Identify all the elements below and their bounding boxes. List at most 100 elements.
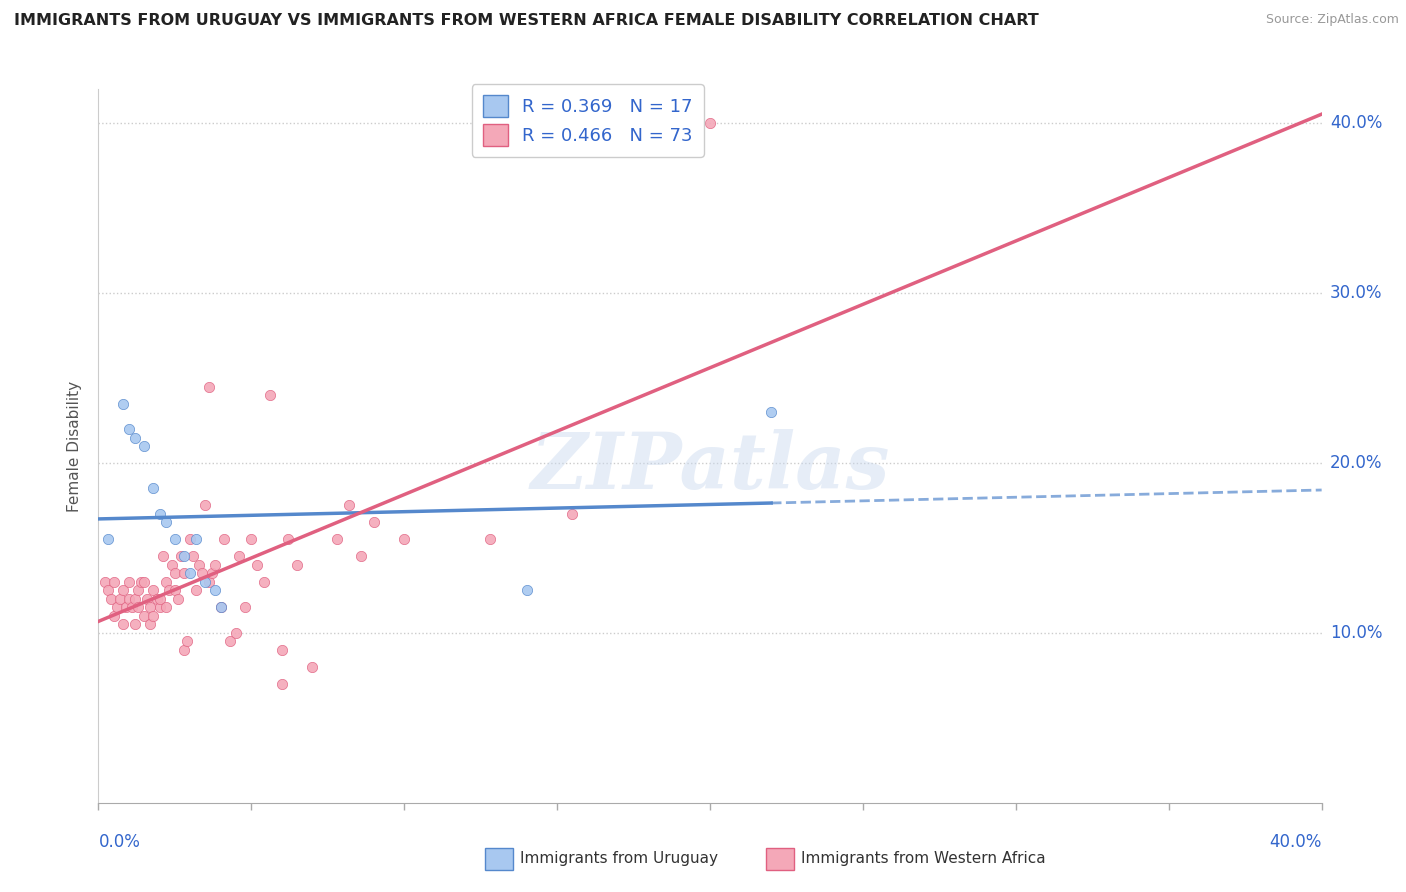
Point xyxy=(699,116,721,130)
Point xyxy=(561,507,583,521)
Point xyxy=(105,600,128,615)
Point xyxy=(127,583,149,598)
Point xyxy=(225,626,247,640)
Point xyxy=(759,405,782,419)
Point xyxy=(155,516,177,530)
Point xyxy=(134,574,156,589)
Point xyxy=(100,591,122,606)
Point xyxy=(149,507,172,521)
Text: Source: ZipAtlas.com: Source: ZipAtlas.com xyxy=(1265,13,1399,27)
Point xyxy=(139,617,162,632)
Point xyxy=(176,634,198,648)
Point xyxy=(152,549,174,564)
Point xyxy=(142,482,165,496)
Point xyxy=(118,591,141,606)
Point xyxy=(197,574,219,589)
Point xyxy=(179,533,201,547)
Point xyxy=(186,583,208,598)
Point xyxy=(149,600,172,615)
Point xyxy=(259,388,281,402)
Point xyxy=(285,558,308,572)
Point xyxy=(212,533,235,547)
Point xyxy=(149,591,172,606)
Point xyxy=(163,583,186,598)
Point xyxy=(209,600,232,615)
Point xyxy=(173,549,195,564)
Point xyxy=(363,516,385,530)
Point xyxy=(194,574,217,589)
Point xyxy=(173,643,195,657)
Point xyxy=(392,533,416,547)
Point xyxy=(270,643,292,657)
Point xyxy=(121,600,143,615)
Point xyxy=(145,591,167,606)
Point xyxy=(157,583,180,598)
Point xyxy=(181,549,204,564)
Point xyxy=(252,574,274,589)
Point xyxy=(179,566,201,581)
Point xyxy=(204,558,226,572)
Point xyxy=(111,396,134,410)
Point xyxy=(204,583,226,598)
Point xyxy=(124,617,146,632)
Text: IMMIGRANTS FROM URUGUAY VS IMMIGRANTS FROM WESTERN AFRICA FEMALE DISABILITY CORR: IMMIGRANTS FROM URUGUAY VS IMMIGRANTS FR… xyxy=(14,13,1039,29)
Point xyxy=(270,677,292,691)
Point xyxy=(163,566,186,581)
Point xyxy=(136,591,159,606)
Point xyxy=(127,600,149,615)
Point xyxy=(350,549,373,564)
Point xyxy=(134,608,156,623)
Point xyxy=(167,591,190,606)
Text: Immigrants from Western Africa: Immigrants from Western Africa xyxy=(801,852,1046,866)
Text: 30.0%: 30.0% xyxy=(1330,284,1382,302)
Point xyxy=(108,591,131,606)
Point xyxy=(337,499,360,513)
Text: ZIPatlas: ZIPatlas xyxy=(530,429,890,506)
Point xyxy=(103,608,125,623)
Point xyxy=(188,558,211,572)
Point xyxy=(124,430,146,444)
Point xyxy=(326,533,349,547)
Point xyxy=(246,558,269,572)
Text: 10.0%: 10.0% xyxy=(1330,624,1382,642)
Point xyxy=(191,566,214,581)
Point xyxy=(478,533,501,547)
Point xyxy=(139,600,162,615)
Point xyxy=(160,558,183,572)
Point xyxy=(301,660,323,674)
Point xyxy=(200,566,222,581)
Text: 20.0%: 20.0% xyxy=(1330,454,1382,472)
Point xyxy=(111,583,134,598)
Point xyxy=(233,600,256,615)
Point xyxy=(124,591,146,606)
Point xyxy=(219,634,242,648)
Point xyxy=(118,574,141,589)
Text: 40.0%: 40.0% xyxy=(1270,833,1322,851)
Point xyxy=(134,439,156,453)
Point xyxy=(142,608,165,623)
Point xyxy=(240,533,263,547)
Point xyxy=(115,600,138,615)
Point xyxy=(118,422,141,436)
Point xyxy=(173,566,195,581)
Point xyxy=(155,574,177,589)
Legend: R = 0.369   N = 17, R = 0.466   N = 73: R = 0.369 N = 17, R = 0.466 N = 73 xyxy=(472,84,703,157)
Text: 0.0%: 0.0% xyxy=(98,833,141,851)
Point xyxy=(209,600,232,615)
Text: 40.0%: 40.0% xyxy=(1330,114,1382,132)
Point xyxy=(97,533,120,547)
Point xyxy=(93,574,115,589)
Point xyxy=(170,549,193,564)
Point xyxy=(111,617,134,632)
Point xyxy=(277,533,299,547)
Point xyxy=(163,533,186,547)
Point xyxy=(186,533,208,547)
Point xyxy=(228,549,250,564)
Point xyxy=(155,600,177,615)
Point xyxy=(516,583,538,598)
Y-axis label: Female Disability: Female Disability xyxy=(67,380,83,512)
Point xyxy=(142,583,165,598)
Point xyxy=(97,583,120,598)
Point xyxy=(194,499,217,513)
Text: Immigrants from Uruguay: Immigrants from Uruguay xyxy=(520,852,718,866)
